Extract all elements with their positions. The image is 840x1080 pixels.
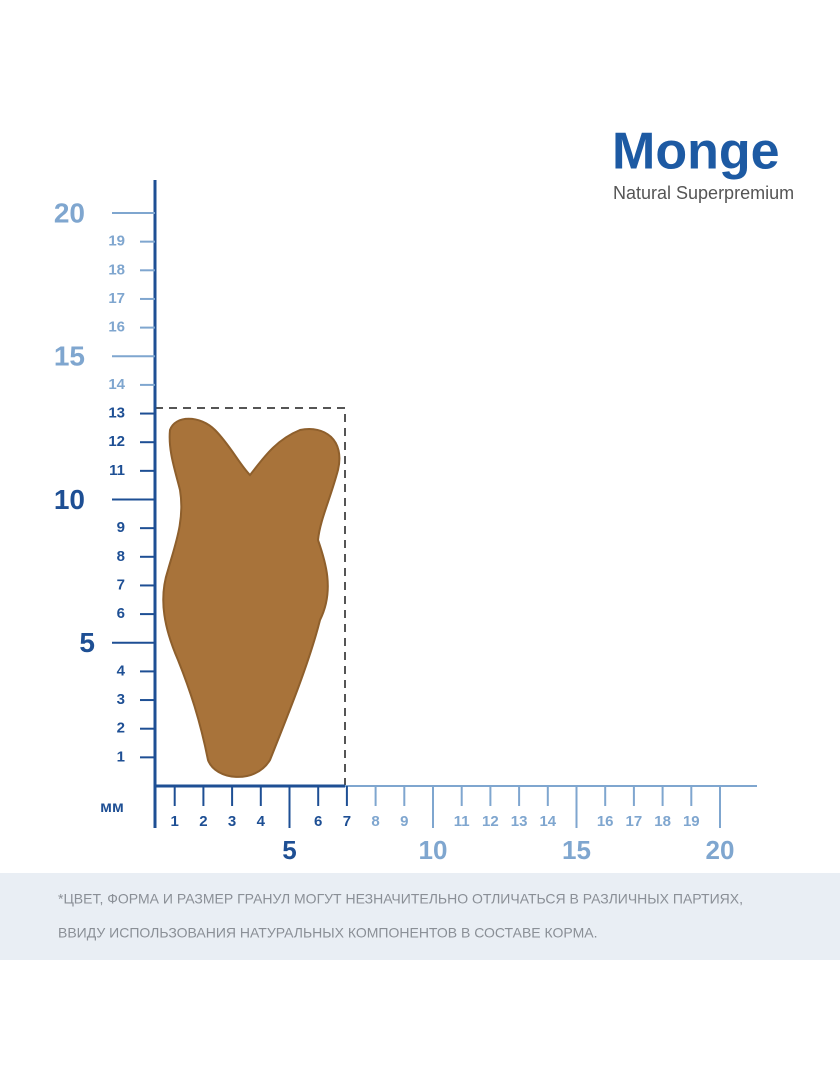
unit-label: мм — [100, 799, 124, 816]
x-minor-label: 4 — [257, 813, 266, 830]
x-minor-label: 18 — [654, 813, 671, 830]
y-major-label: 10 — [54, 484, 85, 515]
y-minor-label: 4 — [117, 662, 126, 679]
y-minor-label: 11 — [109, 462, 125, 479]
brand-logo: Monge — [612, 123, 780, 181]
x-minor-label: 16 — [597, 813, 614, 830]
x-minor-label: 9 — [400, 813, 408, 830]
x-minor-label: 7 — [343, 813, 351, 830]
x-minor-label: 13 — [511, 813, 528, 830]
x-minor-label: 8 — [371, 813, 379, 830]
y-minor-label: 9 — [117, 519, 125, 536]
x-minor-label: 14 — [539, 813, 556, 830]
y-minor-label: 1 — [117, 748, 125, 765]
x-major-label: 20 — [706, 835, 735, 865]
y-minor-label: 8 — [117, 548, 125, 565]
y-minor-label: 19 — [108, 233, 125, 250]
x-minor-label: 3 — [228, 813, 236, 830]
x-minor-label: 12 — [482, 813, 499, 830]
y-minor-label: 3 — [117, 691, 125, 708]
x-major-label: 15 — [562, 835, 591, 865]
disclaimer-line: ВВИДУ ИСПОЛЬЗОВАНИЯ НАТУРАЛЬНЫХ КОМПОНЕН… — [58, 925, 598, 941]
x-minor-label: 11 — [454, 813, 470, 830]
x-minor-label: 2 — [199, 813, 207, 830]
y-minor-label: 2 — [117, 720, 125, 737]
y-minor-label: 16 — [108, 319, 125, 336]
x-major-label: 5 — [282, 835, 296, 865]
y-minor-label: 7 — [117, 576, 125, 593]
brand-tagline: Natural Superpremium — [613, 183, 794, 203]
kibble — [162, 417, 341, 778]
disclaimer-line: *ЦВЕТ, ФОРМА И РАЗМЕР ГРАНУЛ МОГУТ НЕЗНА… — [58, 891, 743, 907]
y-minor-label: 12 — [108, 433, 125, 450]
y-minor-label: 13 — [108, 405, 125, 422]
x-major-label: 10 — [419, 835, 448, 865]
y-minor-label: 18 — [108, 261, 125, 278]
x-minor-label: 19 — [683, 813, 700, 830]
x-minor-label: 1 — [171, 813, 179, 830]
y-major-label: 5 — [79, 627, 95, 658]
footer-band — [0, 873, 840, 960]
x-minor-label: 17 — [626, 813, 643, 830]
y-minor-label: 6 — [117, 605, 125, 622]
x-minor-label: 6 — [314, 813, 322, 830]
y-major-label: 15 — [54, 341, 85, 372]
y-major-label: 20 — [54, 197, 85, 228]
y-minor-label: 14 — [108, 376, 125, 393]
y-minor-label: 17 — [108, 290, 125, 307]
